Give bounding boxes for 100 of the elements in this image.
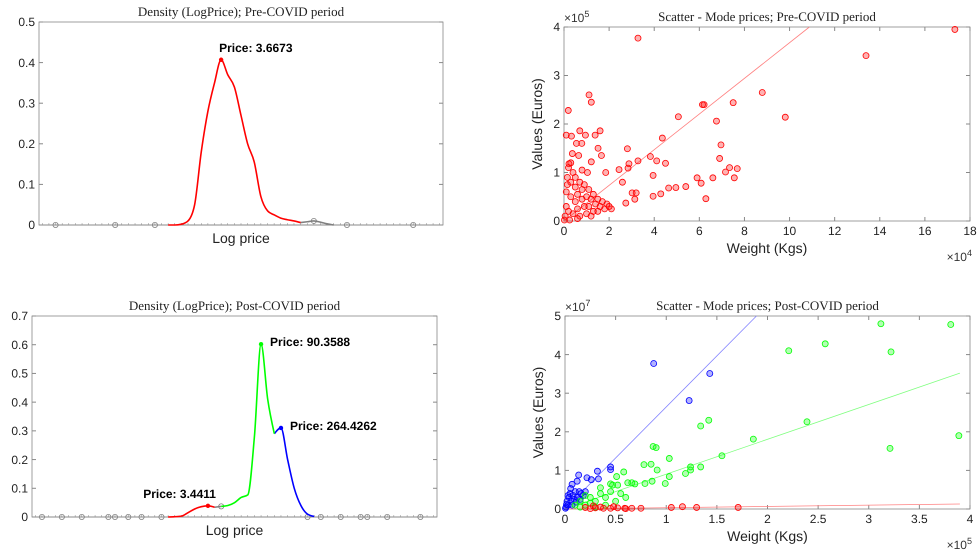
y-axis-title: Values (Euros) (530, 366, 546, 458)
chart-title: Scatter - Mode prices; Pre-COVID period (658, 9, 876, 24)
point (693, 504, 700, 511)
point (648, 460, 654, 468)
point (595, 475, 602, 482)
y-tick-label: 4 (553, 20, 560, 34)
annotation: Price: 3.6673 (219, 40, 293, 55)
y-tick-label: 0.4 (11, 395, 28, 410)
text: ×10$^{7}$ (565, 298, 590, 314)
point (597, 490, 604, 497)
point (631, 480, 638, 488)
y-tick-label: 3 (554, 386, 562, 400)
point (654, 466, 661, 474)
point (575, 472, 582, 478)
annotation: Price: 3.4411 (143, 486, 216, 501)
point (886, 445, 894, 452)
y-tick-label: 0 (553, 214, 560, 228)
point (610, 503, 617, 510)
point (640, 461, 648, 468)
point (588, 476, 595, 484)
x-axis-title: Log price (212, 230, 270, 246)
x-tick-label: 3 (865, 512, 872, 526)
x-tick-label: 1.5 (708, 512, 726, 526)
point (624, 479, 632, 486)
point (686, 397, 693, 404)
x-tick-label: 1 (662, 512, 670, 526)
y-tick-label: 5 (554, 309, 562, 324)
point (582, 504, 589, 511)
x-tick-label: 4 (650, 224, 658, 238)
point (666, 473, 673, 480)
text: ×10$^{5}$ (946, 536, 972, 552)
point (668, 504, 675, 511)
y-tick-label: 0.4 (18, 56, 36, 70)
y-tick-label: 0.1 (11, 481, 28, 496)
y-tick-label: 0 (554, 502, 562, 516)
point (734, 504, 742, 511)
x-tick-label: 2 (606, 224, 613, 238)
y-tick-label: 2 (554, 425, 562, 439)
point (947, 321, 954, 328)
point (804, 418, 810, 426)
chart-title: Density (LogPrice); Post-COVID period (128, 298, 341, 313)
point (613, 473, 620, 480)
point (697, 464, 704, 470)
x-tick-label: 8 (741, 224, 748, 238)
y-tick-label: 1 (554, 464, 562, 478)
y-tick-label: 4 (554, 348, 562, 362)
point (607, 488, 614, 496)
point (628, 504, 636, 512)
y-axis-title: Values (Euros) (529, 78, 545, 170)
y-tick-label: 0.1 (18, 178, 36, 192)
point (622, 494, 630, 501)
y-tick-label: 0.5 (11, 366, 28, 381)
x-tick-label: 18 (963, 224, 977, 238)
point (785, 347, 792, 354)
point (650, 360, 658, 367)
y-tick-label: 0.3 (11, 424, 28, 438)
point (706, 370, 714, 377)
x-tick-label: 10 (782, 224, 797, 238)
point (662, 480, 669, 487)
x-tick-label: 12 (828, 224, 842, 238)
point (602, 494, 609, 501)
x-tick-label: 2 (764, 512, 772, 526)
point (697, 422, 704, 430)
x-axis-title: Log price (206, 522, 264, 538)
point (650, 443, 656, 450)
chart-title: Scatter - Mode prices; Post-COVID period (656, 298, 880, 313)
x-tick-label: 4 (966, 512, 974, 526)
point (682, 470, 689, 477)
y-tick-label: 2 (553, 117, 560, 132)
annotation: Price: 90.3588 (270, 335, 350, 350)
point (614, 482, 622, 488)
point (607, 466, 614, 474)
point (642, 480, 648, 487)
x-tick-label: 6 (696, 224, 703, 238)
point (705, 416, 712, 424)
x-axis-title: Weight (Kgs) (727, 528, 808, 544)
text: ×10$^{4}$ (946, 248, 972, 264)
x-tick-label: 16 (918, 224, 932, 238)
point (597, 504, 604, 510)
point (594, 468, 601, 475)
annotation: Price: 264.4262 (290, 418, 378, 433)
point (574, 478, 581, 485)
line-series (167, 58, 302, 226)
y-tick-label: 0.5 (18, 15, 36, 30)
chart-title: Density (LogPrice); Pre-COVID period (138, 4, 345, 19)
point (679, 503, 686, 510)
y-tick-label: 0.6 (11, 338, 28, 352)
y-tick-label: 0.7 (11, 309, 28, 324)
text: ×10$^{5}$ (564, 9, 590, 25)
y-tick-label: 1 (553, 166, 560, 180)
point (718, 452, 726, 460)
point (687, 466, 694, 474)
x-tick-label: 0.5 (607, 512, 624, 526)
x-tick-label: 14 (873, 224, 887, 238)
point (666, 455, 673, 462)
x-tick-label: 3.5 (911, 512, 928, 526)
x-tick-label: 2.5 (810, 512, 827, 526)
point (888, 348, 894, 356)
y-tick-label: 0.3 (18, 96, 36, 110)
point (878, 320, 884, 328)
